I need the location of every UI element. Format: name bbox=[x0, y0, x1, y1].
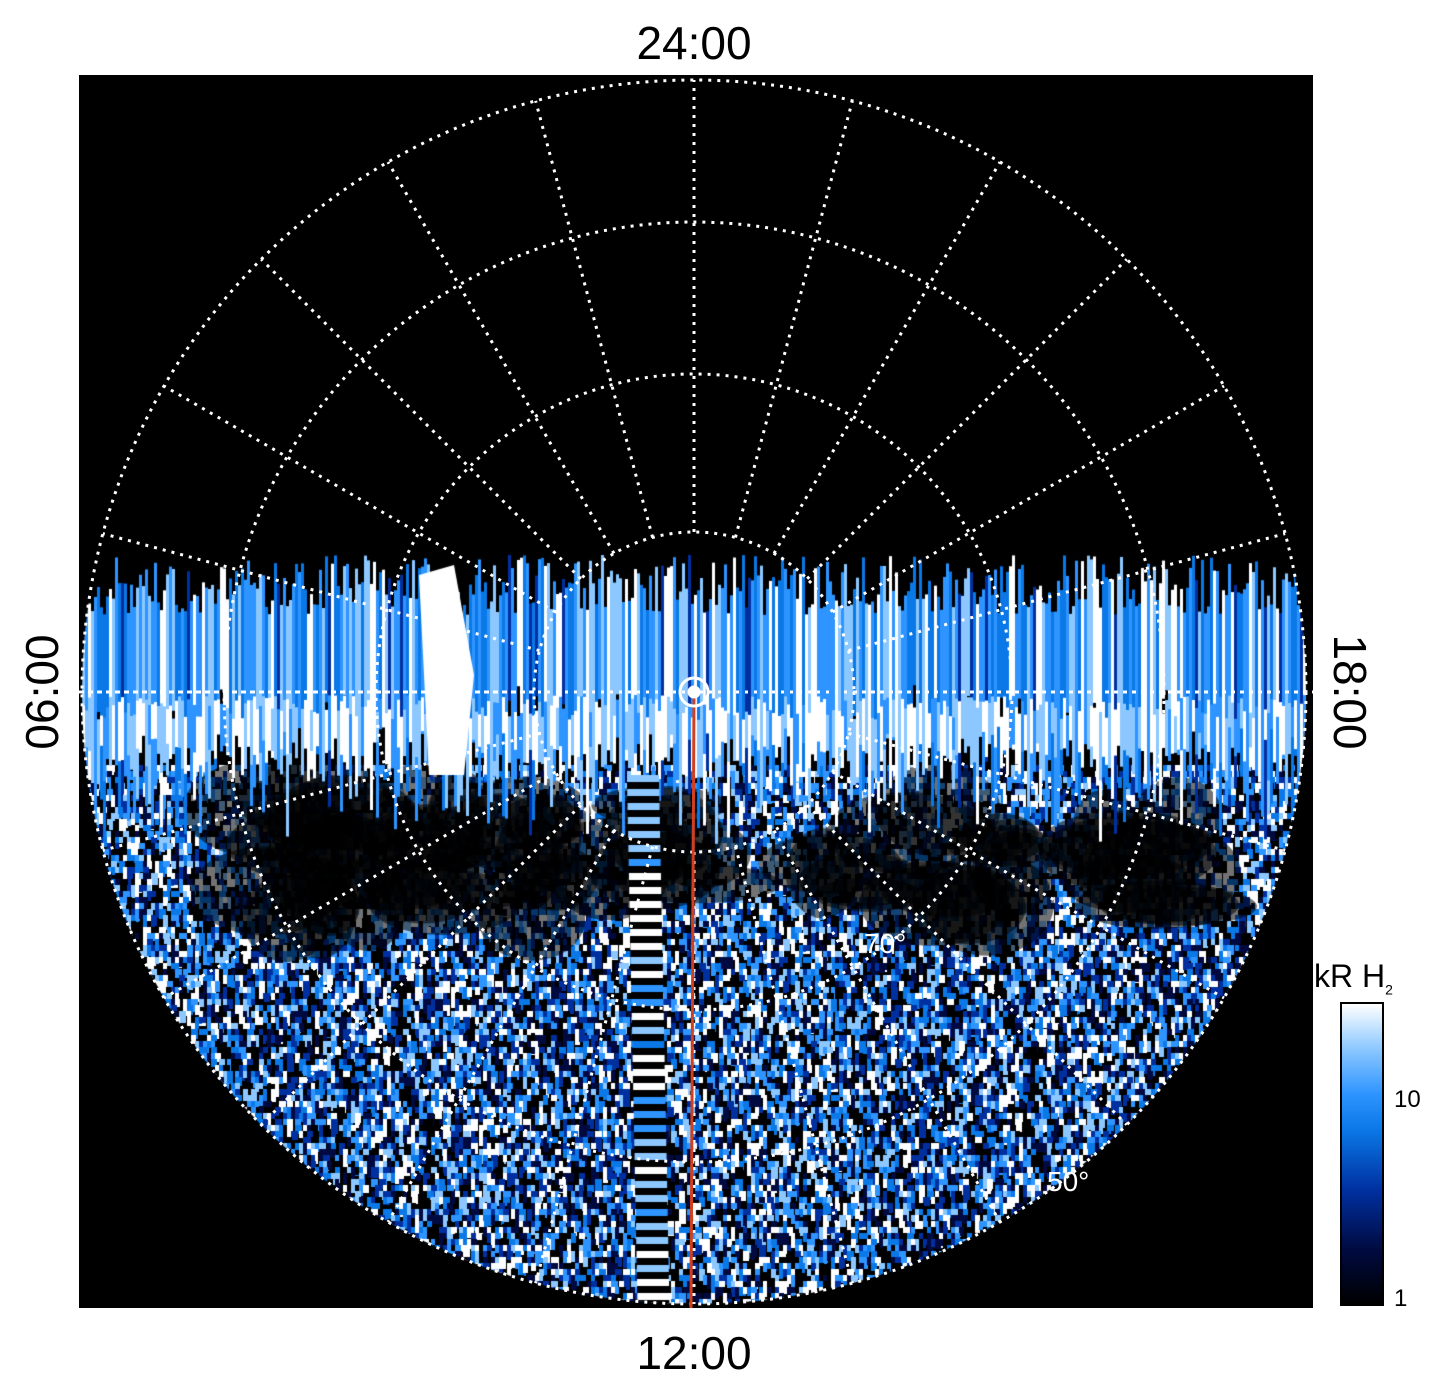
meridian-line-15 bbox=[260, 804, 582, 1126]
local-time-label-noon: 12:00 bbox=[636, 1327, 752, 1379]
meridian-line-2 bbox=[772, 161, 1002, 555]
meridian-line-19 bbox=[102, 532, 540, 653]
spacecraft-meridian-line bbox=[689, 691, 696, 1308]
meridian-line-5 bbox=[848, 532, 1286, 653]
meridian-line-22 bbox=[386, 161, 616, 555]
meridian-line-13 bbox=[534, 846, 655, 1284]
meridian-line-11 bbox=[733, 846, 854, 1284]
meridian-line-3 bbox=[806, 258, 1128, 580]
colorbar-tick-10: 10 bbox=[1394, 1086, 1421, 1113]
meridian-line-23 bbox=[534, 100, 655, 538]
latitude-label-70: 70° bbox=[864, 928, 907, 959]
meridian-line-20 bbox=[163, 384, 557, 614]
latitude-label-50: 50° bbox=[1047, 1166, 1090, 1197]
colorbar bbox=[1340, 1002, 1384, 1306]
meridian-line-16 bbox=[163, 770, 557, 1000]
colorbar-tick-1: 1 bbox=[1394, 1285, 1408, 1312]
latitude-circle-2 bbox=[374, 372, 1014, 1012]
polar-grid-overlay bbox=[79, 78, 1313, 1308]
meridian-line-14 bbox=[386, 829, 616, 1223]
meridian-line-10 bbox=[772, 829, 1002, 1223]
pole-ring bbox=[678, 676, 710, 708]
colorbar-title-subscript: 2 bbox=[1385, 981, 1393, 998]
local-time-label-dusk: 18:00 bbox=[1324, 634, 1376, 750]
meridian-line-7 bbox=[848, 731, 1286, 852]
polar-projection-image: 70° 50° bbox=[79, 75, 1313, 1308]
meridian-line-17 bbox=[102, 731, 540, 852]
meridian-line-9 bbox=[806, 804, 1128, 1126]
meridian-line-4 bbox=[831, 384, 1225, 614]
colorbar-title: kR H2 bbox=[1314, 960, 1393, 996]
meridian-line-8 bbox=[831, 770, 1225, 1000]
meridian-line-1 bbox=[733, 100, 854, 538]
meridian-line-21 bbox=[260, 258, 582, 580]
pole-dot bbox=[687, 685, 701, 699]
local-time-label-dawn: 06:00 bbox=[16, 634, 68, 750]
local-time-label-midnight: 24:00 bbox=[636, 17, 752, 69]
colorbar-title-text: kR H bbox=[1314, 958, 1386, 994]
